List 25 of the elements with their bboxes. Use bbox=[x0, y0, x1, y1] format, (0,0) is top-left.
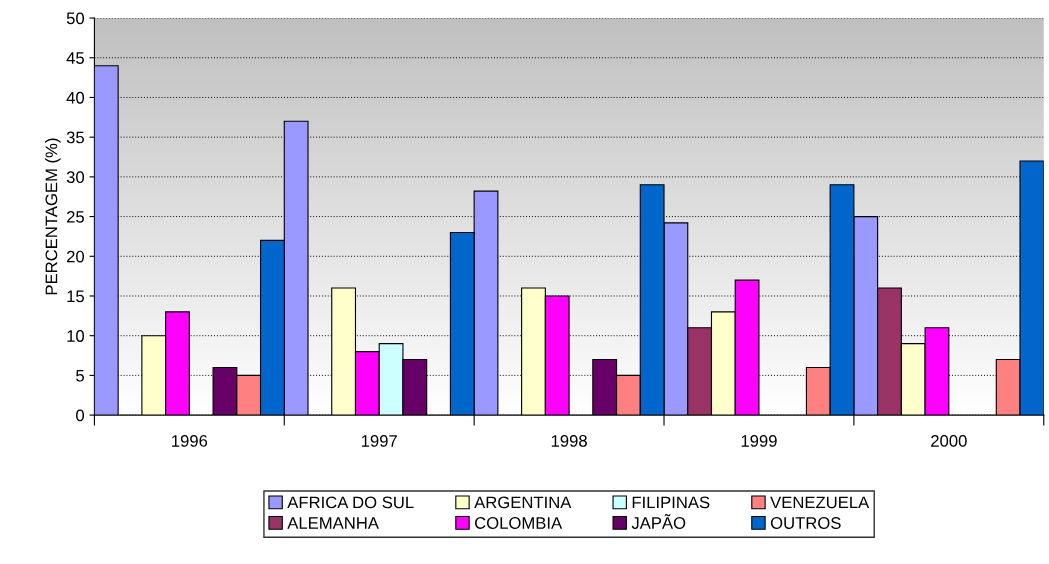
x-tick-label: 1999 bbox=[741, 434, 777, 447]
y-tick-label: 50 bbox=[66, 12, 85, 25]
y-tick-label: 30 bbox=[66, 171, 85, 184]
legend-label: AFRICA DO SUL bbox=[287, 496, 414, 509]
legend-label: ARGENTINA bbox=[474, 496, 572, 509]
y-tick-label: 45 bbox=[66, 52, 84, 64]
y-tick-label: 15 bbox=[67, 290, 84, 303]
y-tick-label: 40 bbox=[66, 91, 85, 104]
y-tick-label: 5 bbox=[76, 369, 84, 382]
y-tick-label: 25 bbox=[66, 210, 84, 223]
x-tick-label: 1997 bbox=[361, 434, 397, 447]
legend-label: VENEZUELA bbox=[770, 496, 870, 509]
y-tick-label: 0 bbox=[76, 409, 85, 422]
x-tick-label: 1996 bbox=[172, 434, 208, 447]
legend-label: ALEMANHA bbox=[287, 517, 379, 529]
x-tick-label: 2000 bbox=[931, 434, 967, 447]
y-tick-label: 35 bbox=[66, 131, 84, 144]
legend-label: FILIPINAS bbox=[632, 496, 710, 509]
y-tick-label: 10 bbox=[67, 330, 85, 342]
x-tick-label: 1998 bbox=[551, 434, 587, 447]
legend-label: COLOMBIA bbox=[475, 517, 563, 529]
legend-label: JAPÃO bbox=[631, 514, 686, 529]
legend-label: OUTROS bbox=[770, 517, 841, 529]
y-tick-label: 20 bbox=[66, 250, 85, 263]
y-axis-title: PERCENTAGEM (%) bbox=[45, 138, 61, 295]
